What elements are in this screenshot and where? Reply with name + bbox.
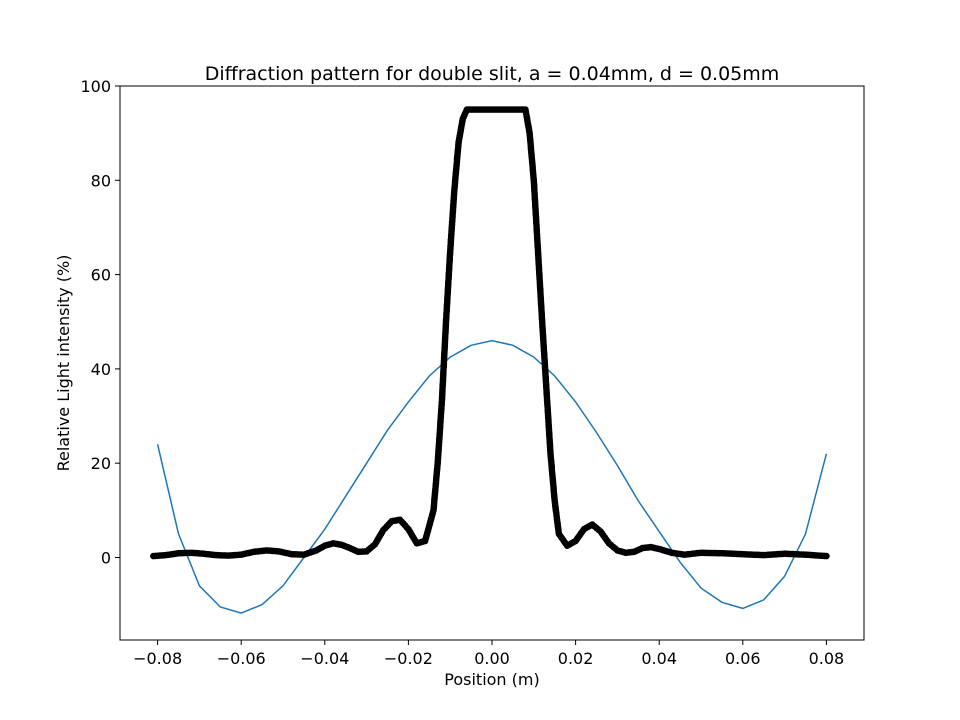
y-tick-label: 40 xyxy=(91,360,111,379)
x-axis-label: Position (m) xyxy=(444,670,539,689)
x-tick-label: 0.02 xyxy=(558,649,594,668)
y-tick-label: 100 xyxy=(80,77,111,96)
x-tick-label: 0.04 xyxy=(641,649,677,668)
data-point xyxy=(823,552,830,560)
x-tick-label: −0.08 xyxy=(133,649,182,668)
y-tick-label: 80 xyxy=(91,171,111,190)
x-tick-label: −0.06 xyxy=(217,649,266,668)
x-axis: −0.08 −0.06 −0.04 −0.02 0.00 0.02 0.04 0.06 0.08 xyxy=(133,640,844,668)
x-tick-label: −0.04 xyxy=(300,649,349,668)
plot-area xyxy=(150,106,830,614)
y-tick-label: 20 xyxy=(91,454,111,473)
chart-title: Diffraction pattern for double slit, a =… xyxy=(205,63,780,85)
x-tick-label: 0.00 xyxy=(474,649,510,668)
x-tick-label: 0.08 xyxy=(809,649,845,668)
x-tick-label: −0.02 xyxy=(384,649,433,668)
y-axis: 0 20 40 60 80 100 xyxy=(80,77,120,567)
measured-series xyxy=(150,106,830,560)
y-tick-label: 0 xyxy=(101,548,111,567)
x-tick-label: 0.06 xyxy=(725,649,761,668)
fit-curve-line xyxy=(156,339,828,614)
y-axis-label: Relative Light intensity (%) xyxy=(54,255,73,472)
y-tick-label: 60 xyxy=(91,266,111,285)
